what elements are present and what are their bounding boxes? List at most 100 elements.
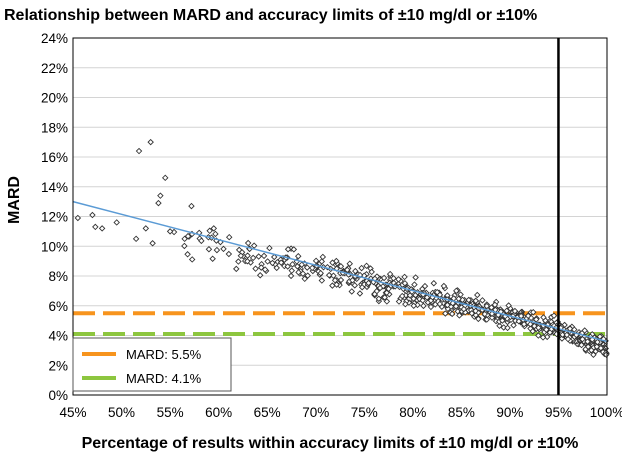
data-point xyxy=(531,322,538,330)
data-point xyxy=(420,302,427,310)
legend-box xyxy=(72,337,232,392)
data-point xyxy=(401,279,409,287)
data-point xyxy=(349,277,356,284)
y-tick-label: 16% xyxy=(41,150,68,165)
x-tick-label: 45% xyxy=(59,405,86,420)
data-point xyxy=(419,297,426,304)
x-tick-label: 95% xyxy=(545,405,572,420)
data-point xyxy=(472,311,480,319)
data-point xyxy=(430,279,438,287)
y-tick-label: 22% xyxy=(41,61,68,76)
data-point xyxy=(325,271,333,279)
data-point xyxy=(270,253,278,261)
data-point xyxy=(210,225,218,232)
legend-label-5-5: MARD: 5.5% xyxy=(126,347,202,362)
data-point xyxy=(365,279,372,287)
data-point xyxy=(398,292,406,300)
data-point xyxy=(284,263,291,270)
data-point xyxy=(212,230,219,238)
data-point xyxy=(166,228,174,235)
data-point xyxy=(287,272,295,280)
data-point xyxy=(375,295,383,302)
data-point xyxy=(135,147,143,155)
data-point xyxy=(472,307,479,315)
data-point xyxy=(249,254,257,262)
data-point xyxy=(318,277,326,284)
data-point xyxy=(510,322,517,329)
data-point xyxy=(479,297,486,304)
data-point xyxy=(358,284,366,291)
data-point xyxy=(184,232,192,240)
data-point xyxy=(344,266,351,274)
data-point xyxy=(161,174,169,182)
data-point xyxy=(198,237,205,245)
data-point xyxy=(564,335,572,343)
data-point xyxy=(588,346,595,354)
y-tick-label: 4% xyxy=(48,329,68,344)
data-point xyxy=(74,214,82,222)
data-point xyxy=(351,282,359,289)
data-point xyxy=(337,263,345,270)
y-tick-label: 12% xyxy=(41,210,68,225)
data-point xyxy=(511,307,519,315)
data-point xyxy=(244,252,251,259)
data-point xyxy=(363,262,370,270)
data-point xyxy=(386,270,394,278)
data-point xyxy=(532,316,540,323)
data-point xyxy=(412,274,419,281)
data-point xyxy=(436,300,444,308)
data-point xyxy=(379,283,387,290)
data-point xyxy=(188,256,196,263)
x-tick-label: 75% xyxy=(351,405,378,420)
data-point xyxy=(205,245,213,253)
data-point xyxy=(352,267,359,275)
data-point xyxy=(225,250,233,258)
data-point xyxy=(383,298,391,305)
data-point xyxy=(304,272,311,279)
data-point xyxy=(288,267,295,274)
data-point xyxy=(209,255,216,262)
data-point xyxy=(594,338,601,346)
data-point xyxy=(317,269,324,277)
data-point xyxy=(465,296,472,304)
y-tick-label: 0% xyxy=(48,388,68,403)
x-tick-label: 85% xyxy=(448,405,475,420)
data-point xyxy=(258,264,265,271)
data-point xyxy=(529,308,537,316)
data-point xyxy=(188,202,195,210)
data-point xyxy=(324,263,331,271)
x-tick-label: 50% xyxy=(108,405,135,420)
data-point xyxy=(499,317,506,324)
data-point xyxy=(299,270,307,277)
data-point xyxy=(303,264,311,271)
data-point xyxy=(395,276,402,283)
data-point xyxy=(475,315,482,323)
data-point xyxy=(515,318,523,325)
trend-line xyxy=(72,200,608,343)
data-point xyxy=(261,266,269,273)
data-point xyxy=(540,314,547,321)
data-point xyxy=(496,322,503,330)
data-point xyxy=(356,290,364,297)
data-point xyxy=(213,246,221,254)
data-point xyxy=(520,320,528,328)
data-point xyxy=(358,264,365,272)
x-tick-label: 90% xyxy=(496,405,523,420)
data-point xyxy=(590,351,597,359)
chart-title: Relationship between MARD and accuracy l… xyxy=(4,7,537,24)
data-point xyxy=(147,138,154,146)
data-point xyxy=(581,327,588,334)
data-point xyxy=(546,329,554,336)
x-axis-label: Percentage of results within accuracy li… xyxy=(82,435,579,452)
data-point xyxy=(290,246,298,253)
data-point xyxy=(578,341,585,349)
data-point xyxy=(329,282,336,289)
data-point xyxy=(563,331,571,339)
data-point xyxy=(260,252,268,260)
data-point xyxy=(244,258,251,265)
plot-frame xyxy=(72,37,608,396)
y-axis-label: MARD xyxy=(6,176,23,224)
data-point xyxy=(423,294,431,301)
data-point xyxy=(449,299,456,307)
